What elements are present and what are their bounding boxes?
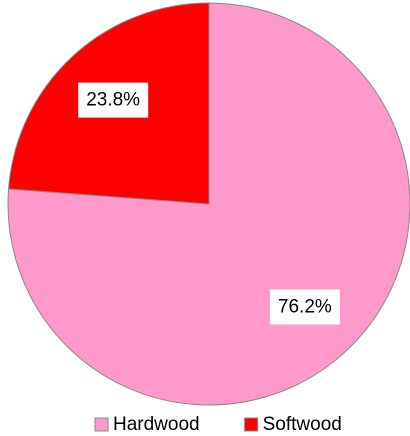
legend-swatch [94,417,109,432]
legend-swatch [244,417,259,432]
data-label-box [269,289,340,325]
data-label-text: 23.8% [86,90,140,111]
data-label: 76.2% [269,289,340,325]
legend-label: Hardwood [113,414,200,435]
legend-label: Softwood [263,414,342,435]
data-label-box [78,82,149,118]
data-label-text: 76.2% [278,296,332,317]
data-label: 23.8% [78,82,149,118]
